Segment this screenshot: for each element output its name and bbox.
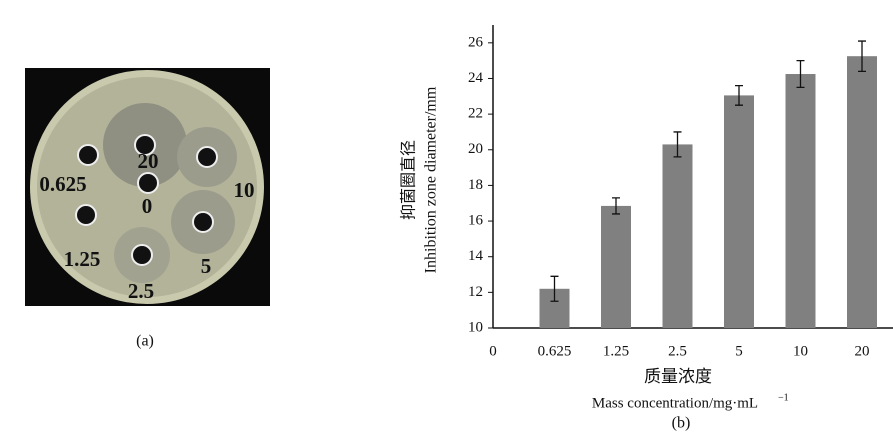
caption: (b) <box>672 415 691 432</box>
x-tick-label: 0.625 <box>538 343 572 359</box>
well <box>131 244 153 266</box>
error-bar <box>858 40 866 72</box>
error-bar <box>612 197 620 215</box>
x-tick-label: 10 <box>793 343 808 359</box>
y-tick-label: 20 <box>468 141 483 157</box>
photo-label: 2.5 <box>128 279 154 303</box>
y-axis-label: 抑菌圈直径 <box>400 140 418 220</box>
error-bar <box>796 59 805 89</box>
x-axis-label: Mass concentration/mg·mL <box>592 395 758 411</box>
well <box>77 144 99 166</box>
bar <box>662 144 693 328</box>
photo: 20 0.625 0 10 1.25 5 2.5 (a) <box>25 68 270 350</box>
photo-label: 5 <box>201 254 212 278</box>
bar <box>724 95 754 328</box>
x-axis-label: 质量浓度 <box>644 367 712 386</box>
bar <box>601 205 631 328</box>
error-bar <box>673 131 682 158</box>
photo-label: 0.625 <box>39 172 86 196</box>
photo-label: 0 <box>142 194 153 218</box>
y-tick-label: 12 <box>468 284 483 300</box>
error-bar <box>735 84 743 106</box>
photo-label: 10 <box>234 178 255 202</box>
x-tick-label: 0 <box>489 343 497 359</box>
y-tick-label: 14 <box>468 248 484 264</box>
caption: (a) <box>136 333 154 350</box>
y-tick-label: 22 <box>468 106 483 122</box>
x-tick-label: 2.5 <box>668 343 687 359</box>
bar <box>847 56 877 329</box>
x-axis-label-superscript: −1 <box>778 392 789 403</box>
x-tick-label: 1.25 <box>603 343 629 359</box>
y-tick-label: 18 <box>468 177 483 193</box>
bar <box>785 74 816 328</box>
error-bar <box>550 275 559 302</box>
well <box>137 172 159 194</box>
chart: 抑菌圈直径 Inhibition zone diameter/mm 质量浓度 M… <box>400 25 893 432</box>
y-tick-label: 24 <box>468 70 484 86</box>
well <box>192 211 214 233</box>
well <box>75 204 97 226</box>
well <box>196 146 218 168</box>
y-axis-label: Inhibition zone diameter/mm <box>423 86 440 273</box>
photo-label: 1.25 <box>64 247 101 271</box>
photo-label: 20 <box>138 149 159 173</box>
x-tick-label: 20 <box>855 343 870 359</box>
well <box>134 134 156 156</box>
x-tick-label: 5 <box>735 343 743 359</box>
y-tick-label: 10 <box>468 319 483 335</box>
y-tick-label: 26 <box>468 34 484 50</box>
y-tick-label: 16 <box>468 212 484 228</box>
